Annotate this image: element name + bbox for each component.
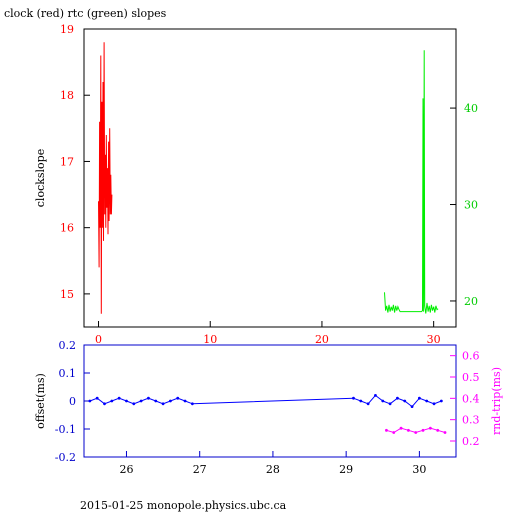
offset-point: [359, 399, 363, 403]
bottom-x-tick-label: 27: [193, 463, 207, 476]
x-tick-label: 0: [95, 333, 102, 346]
offset-point: [417, 396, 421, 400]
offset-point: [352, 396, 355, 400]
offset-point: [139, 399, 143, 403]
offset-point: [410, 405, 414, 408]
offset-point: [176, 396, 180, 400]
chart-title: clock (red) rtc (green) slopes: [4, 7, 167, 20]
footer-text: 2015-01-25 monopole.physics.ubc.ca: [80, 499, 287, 512]
bottom-x-tick-label: 26: [119, 463, 133, 476]
roundtrip-point: [443, 431, 447, 434]
roundtrip-point: [436, 428, 440, 432]
bottom-x-tick-label: 28: [266, 463, 280, 476]
offset-point: [110, 399, 114, 403]
left-y-tick-label: 17: [60, 155, 74, 168]
roundtrip-point: [385, 428, 388, 432]
left-y-tick-label: 18: [60, 89, 74, 102]
offset-point: [117, 396, 121, 400]
bottom-x-tick-label: 30: [412, 463, 426, 476]
bottom-left-y-tick-label: 0: [69, 395, 76, 408]
offset-point: [88, 399, 92, 403]
offset-point: [432, 402, 436, 406]
bottom-left-ylabel: offset(ms): [34, 373, 47, 429]
left-y-tick-label: 16: [60, 222, 74, 235]
roundtrip-point: [407, 428, 410, 432]
left-y-tick-label: 19: [60, 23, 74, 36]
x-tick-label: 30: [427, 333, 441, 346]
offset-point: [381, 399, 385, 403]
offset-point: [374, 394, 377, 397]
roundtrip-point: [399, 426, 403, 430]
top-plot-frame: [83, 28, 457, 328]
offset-point: [439, 399, 443, 403]
bottom-plot-area: 26 27 28 29 30 -0.2 -0.1 0 0.1 0.2 0.2 0.3 0.4 0.5 0.6: [55, 339, 480, 476]
offset-trace: [89, 394, 442, 408]
left-y-tick-label: 15: [60, 288, 74, 301]
bottom-right-y-tick-label: 0.2: [462, 435, 480, 448]
x-tick-label: 20: [315, 333, 329, 346]
roundtrip-point: [421, 428, 425, 432]
offset-point: [161, 402, 165, 406]
offset-point: [125, 399, 128, 403]
offset-point: [183, 399, 187, 403]
offset-point: [190, 402, 194, 406]
offset-point: [388, 402, 392, 406]
bottom-right-y-tick-label: 0.5: [462, 371, 480, 384]
bottom-left-y-tick-label: -0.1: [55, 423, 76, 436]
right-y-tick-label: 30: [464, 199, 478, 212]
offset-point: [403, 399, 407, 403]
bottom-left-y-tick-label: 0.2: [59, 339, 77, 352]
offset-point: [396, 396, 399, 400]
offset-point: [132, 402, 136, 406]
clock-slope-line: [98, 42, 113, 314]
roundtrip-point: [392, 431, 396, 434]
offset-point: [95, 396, 99, 400]
bottom-left-y-tick-label: 0.1: [59, 367, 77, 380]
bottom-right-y-tick-label: 0.6: [462, 350, 480, 363]
roundtrip-point: [414, 431, 418, 434]
right-y-tick-label: 20: [464, 295, 478, 308]
offset-point: [154, 399, 158, 403]
roundtrip-point: [428, 426, 432, 430]
x-tick-label: 10: [203, 333, 217, 346]
bottom-right-y-tick-label: 0.4: [462, 392, 480, 405]
offset-point: [425, 399, 429, 403]
top-ylabel: clockslope: [34, 149, 47, 207]
offset-point: [103, 402, 106, 406]
bottom-right-ylabel: rnd-trip(ms): [490, 367, 503, 435]
bottom-left-y-tick-label: -0.2: [55, 451, 76, 464]
right-y-tick-label: 40: [464, 102, 478, 115]
offset-point: [169, 399, 172, 403]
bottom-x-tick-label: 29: [339, 463, 353, 476]
rtc-slope-line: [384, 50, 439, 314]
offset-point: [366, 402, 370, 406]
offset-point: [147, 396, 150, 400]
top-plot-area: 0 10 20 30 15 16 17 18 19 20 30 40: [60, 23, 478, 346]
bottom-right-y-tick-label: 0.3: [462, 414, 480, 427]
